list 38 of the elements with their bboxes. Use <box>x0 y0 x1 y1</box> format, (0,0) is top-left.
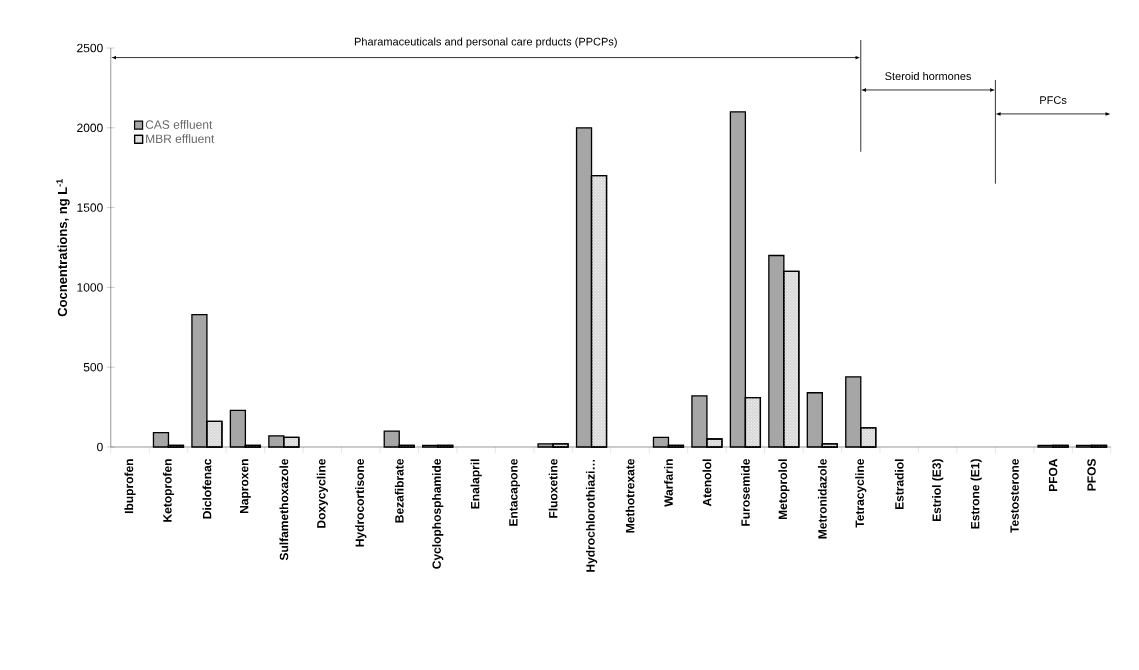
y-tick-label: 500 <box>83 362 103 372</box>
x-tick-label: Hydrochlorothiazi… <box>585 459 598 572</box>
x-tick-label: Fluoxetine <box>548 458 558 518</box>
legend-label: MBR effluent <box>146 134 215 144</box>
y-tick-label: 1500 <box>77 203 103 212</box>
x-tick-label: Enalapril <box>470 459 482 509</box>
text: Pharamaceuticals and personal care prducts (PPCPs) <box>354 37 617 48</box>
x-tick-label: Bezafibrate <box>394 458 404 523</box>
x-tick-label: Warfarin <box>664 459 673 507</box>
y-axis-title: Cocnentrations, ng L$^{-1}$ <box>56 178 70 317</box>
annotation: PFCs <box>1040 96 1067 104</box>
x-tick-label: Atenolol <box>702 459 712 507</box>
x-tick-label: Doxycycline <box>316 458 328 528</box>
x-tick-label: PFOA <box>1048 458 1058 492</box>
x-tick-label: Diclofenac <box>202 458 212 519</box>
y-tick-label: 2500 <box>77 43 103 53</box>
x-tick-label: Tetracycline <box>855 458 867 528</box>
x-tick-label: Estrone (E1) <box>970 459 982 529</box>
annotation: Steroid hormones <box>885 71 972 81</box>
x-tick-label: Metronidazole <box>817 458 827 539</box>
legend-label: CAS effluent <box>145 120 213 129</box>
y-tick-label: 1000 <box>77 283 103 292</box>
y-tick-label: 2000 <box>77 123 103 133</box>
x-tick-label: Furosemide <box>740 458 750 526</box>
x-tick-label: Ketoprofen <box>162 459 175 522</box>
x-tick-label: Estriol (E3) <box>932 459 944 522</box>
y-tick-label: 0 <box>97 442 103 452</box>
x-tick-label: Cyclophosphamide <box>432 458 444 569</box>
x-tick-label: Methotrexate <box>625 458 635 533</box>
x-tick-label: Naproxen <box>240 459 251 514</box>
x-tick-label: Entacapone <box>509 458 520 526</box>
x-tick-label: Metoprolol <box>778 459 790 520</box>
x-tick-label: PFOS <box>1087 459 1096 491</box>
x-tick-label: Hydrocortisone <box>355 458 367 547</box>
x-tick-label: Testosterone <box>1010 458 1019 533</box>
x-tick-label: Sulfamethoxazole <box>279 458 289 561</box>
x-tick-label: Estradiol <box>894 459 904 510</box>
x-tick-label: Ibuprofen <box>124 459 136 514</box>
